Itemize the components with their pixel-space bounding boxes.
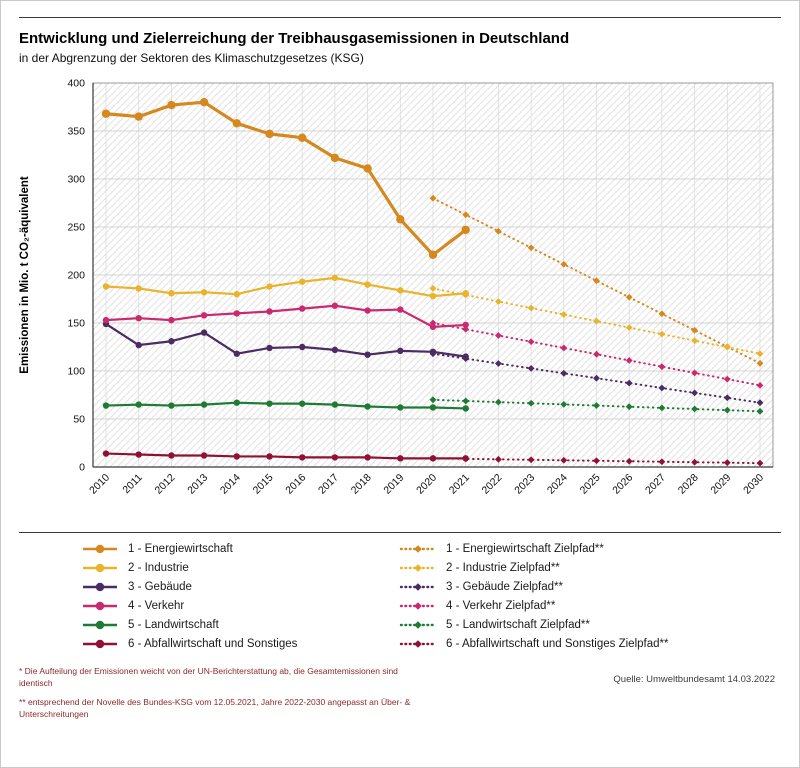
legend-label: 6 - Abfallwirtschaft und Sonstiges	[128, 638, 298, 650]
svg-text:200: 200	[67, 270, 85, 282]
svg-text:2010: 2010	[87, 472, 112, 497]
chart-legend: 1 - Energiewirtschaft 2 - Industrie 3 - …	[19, 543, 781, 650]
svg-text:250: 250	[67, 222, 85, 234]
svg-text:2012: 2012	[153, 472, 178, 497]
legend-marker-icon	[83, 582, 117, 592]
legend-label: 4 - Verkehr Zielpfad**	[446, 600, 556, 612]
legend-label: 1 - Energiewirtschaft Zielpfad**	[446, 543, 604, 555]
emissions-line-chart: 0 50 100 150 200 250 300 350 400 2010 2011 2012 2013…	[11, 69, 781, 532]
legend-item-landwirtschaft-zielpfad: 5 - Landwirtschaft Zielpfad**	[399, 619, 668, 631]
svg-text:100: 100	[67, 366, 85, 378]
svg-text:2015: 2015	[251, 472, 276, 497]
svg-text:50: 50	[73, 414, 85, 426]
svg-text:2023: 2023	[512, 472, 537, 497]
footnote-1: * Die Aufteilung der Emissionen weicht v…	[19, 666, 398, 688]
svg-text:300: 300	[67, 174, 85, 186]
legend-column-left: 1 - Energiewirtschaft 2 - Industrie 3 - …	[81, 543, 399, 650]
legend-label: 5 - Landwirtschaft	[128, 619, 219, 631]
legend-label: 4 - Verkehr	[128, 600, 185, 612]
legend-item-verkehr-zielpfad: 4 - Verkehr Zielpfad**	[399, 600, 668, 612]
legend-marker-icon	[399, 564, 437, 572]
svg-text:2030: 2030	[741, 472, 766, 497]
svg-text:2017: 2017	[316, 472, 341, 497]
legend-item-abfallwirtschaft: 6 - Abfallwirtschaft und Sonstiges	[81, 638, 399, 650]
svg-text:2016: 2016	[283, 472, 308, 497]
legend-item-gebaeude: 3 - Gebäude	[81, 581, 399, 593]
legend-label: 3 - Gebäude	[128, 581, 192, 593]
chart-footer: * Die Aufteilung der Emissionen weicht v…	[19, 666, 781, 721]
legend-item-energiewirtschaft-zielpfad: 1 - Energiewirtschaft Zielpfad**	[399, 543, 668, 555]
svg-text:0: 0	[79, 462, 85, 474]
legend-marker-icon	[83, 544, 117, 554]
legend-marker-icon	[83, 601, 117, 611]
legend-label: 2 - Industrie Zielpfad**	[446, 562, 560, 574]
svg-text:2026: 2026	[610, 472, 635, 497]
legend-marker-icon	[83, 563, 117, 573]
svg-text:Emissionen in Mio. t CO₂-äquiv: Emissionen in Mio. t CO₂-äquivalent	[19, 176, 31, 374]
legend-item-verkehr: 4 - Verkehr	[81, 600, 399, 612]
legend-column-right: 1 - Energiewirtschaft Zielpfad** 2 - Ind…	[399, 543, 668, 650]
svg-text:2027: 2027	[643, 472, 668, 497]
source-label: Quelle: Umweltbundesamt 14.03.2022	[613, 674, 775, 685]
legend-marker-icon	[399, 640, 437, 648]
legend-label: 2 - Industrie	[128, 562, 189, 574]
footnotes: * Die Aufteilung der Emissionen weicht v…	[19, 666, 414, 721]
footnote-2: ** entsprechend der Novelle des Bundes-K…	[19, 696, 411, 719]
svg-text:2022: 2022	[480, 472, 505, 497]
top-divider	[19, 17, 781, 18]
legend-label: 5 - Landwirtschaft Zielpfad**	[446, 619, 590, 631]
legend-item-abfallwirtschaft-zielpfad: 6 - Abfallwirtschaft und Sonstiges Zielp…	[399, 638, 668, 650]
svg-text:2013: 2013	[185, 472, 210, 497]
page-subtitle: in der Abgrenzung der Sektoren des Klima…	[19, 51, 364, 65]
svg-text:400: 400	[67, 78, 85, 90]
legend-label: 3 - Gebäude Zielpfad**	[446, 581, 563, 593]
legend-item-gebaeude-zielpfad: 3 - Gebäude Zielpfad**	[399, 581, 668, 593]
legend-label: 6 - Abfallwirtschaft und Sonstiges Zielp…	[446, 638, 669, 650]
svg-text:2011: 2011	[120, 472, 145, 497]
legend-item-energiewirtschaft: 1 - Energiewirtschaft	[81, 543, 399, 555]
svg-text:2019: 2019	[381, 472, 406, 497]
svg-text:2029: 2029	[708, 472, 733, 497]
svg-text:2028: 2028	[676, 472, 701, 497]
legend-divider	[19, 532, 781, 533]
legend-marker-icon	[399, 583, 437, 591]
legend-item-landwirtschaft: 5 - Landwirtschaft	[81, 619, 399, 631]
svg-text:2018: 2018	[349, 472, 374, 497]
legend-marker-icon	[399, 621, 437, 629]
svg-text:2014: 2014	[218, 472, 243, 497]
legend-item-industrie: 2 - Industrie	[81, 562, 399, 574]
legend-marker-icon	[399, 602, 437, 610]
legend-marker-icon	[399, 545, 437, 553]
svg-text:150: 150	[67, 318, 85, 330]
svg-text:2020: 2020	[414, 472, 439, 497]
legend-marker-icon	[83, 639, 117, 649]
svg-text:2024: 2024	[545, 472, 570, 497]
svg-text:350: 350	[67, 126, 85, 138]
legend-marker-icon	[83, 620, 117, 630]
page-title: Entwicklung und Zielerreichung der Treib…	[19, 30, 570, 47]
legend-label: 1 - Energiewirtschaft	[128, 543, 233, 555]
svg-text:2025: 2025	[578, 472, 603, 497]
legend-item-industrie-zielpfad: 2 - Industrie Zielpfad**	[399, 562, 668, 574]
svg-text:2021: 2021	[447, 472, 472, 497]
